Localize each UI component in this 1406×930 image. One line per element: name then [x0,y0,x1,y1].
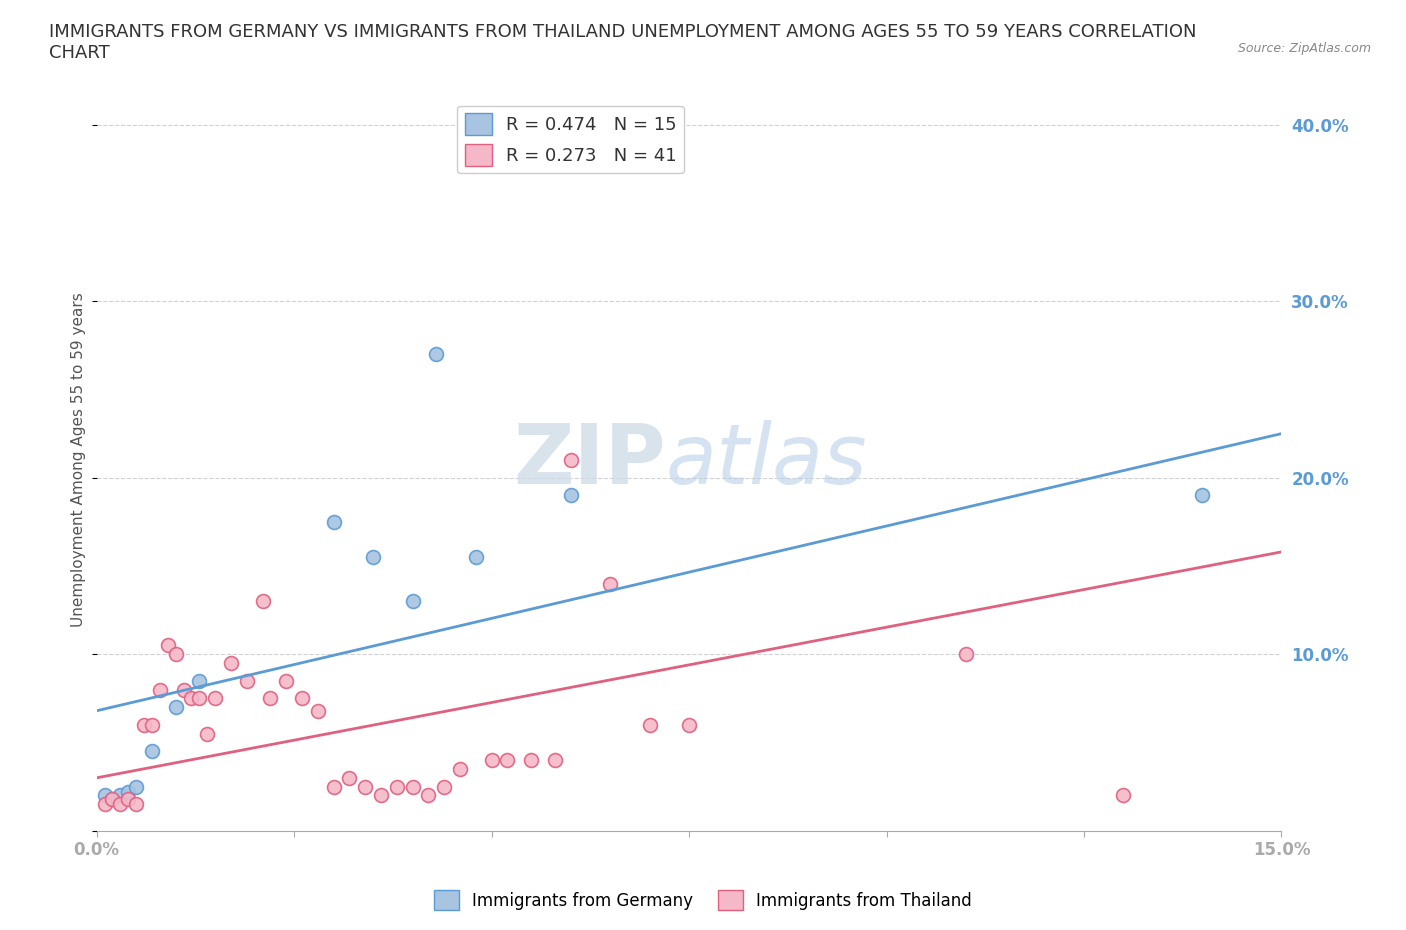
Point [560,488,582,503]
Point [165,699,187,714]
Point [235,673,257,688]
Point [361,550,384,565]
Point [180,691,202,706]
Y-axis label: Unemployment Among Ages 55 to 59 years: Unemployment Among Ages 55 to 59 years [72,293,86,628]
Point [165,647,187,662]
Point [354,779,377,794]
Text: atlas: atlas [665,419,868,500]
Point [259,691,281,706]
Point [544,752,567,767]
Point [195,726,218,741]
Point [496,752,519,767]
Point [125,779,148,794]
Point [141,744,163,759]
Legend: R = 0.474   N = 15, R = 0.273   N = 41: R = 0.474 N = 15, R = 0.273 N = 41 [457,106,683,173]
Point [370,788,392,803]
Point [339,770,361,785]
Point [385,779,408,794]
Point [401,594,423,609]
Point [401,779,423,794]
Point [141,717,163,732]
Point [93,797,115,812]
Point [149,682,172,697]
Point [1191,488,1213,503]
Point [449,762,471,777]
Point [204,691,226,706]
Point [132,717,155,732]
Point [322,779,344,794]
Point [560,453,582,468]
Point [219,656,242,671]
Point [188,673,211,688]
Point [188,691,211,706]
Point [93,788,115,803]
Point [101,791,124,806]
Point [678,717,700,732]
Point [110,797,132,812]
Point [955,647,977,662]
Text: ZIP: ZIP [513,419,665,500]
Point [117,791,139,806]
Point [101,791,124,806]
Point [638,717,661,732]
Point [433,779,456,794]
Point [156,638,179,653]
Point [418,788,440,803]
Point [322,514,344,529]
Point [425,347,447,362]
Text: IMMIGRANTS FROM GERMANY VS IMMIGRANTS FROM THAILAND UNEMPLOYMENT AMONG AGES 55 T: IMMIGRANTS FROM GERMANY VS IMMIGRANTS FR… [49,23,1197,62]
Point [520,752,543,767]
Point [117,785,139,800]
Point [1112,788,1135,803]
Point [173,682,195,697]
Point [481,752,503,767]
Point [291,691,314,706]
Legend: Immigrants from Germany, Immigrants from Thailand: Immigrants from Germany, Immigrants from… [427,884,979,917]
Point [252,594,274,609]
Point [276,673,298,688]
Text: Source: ZipAtlas.com: Source: ZipAtlas.com [1237,42,1371,55]
Point [307,703,329,718]
Point [464,550,486,565]
Point [125,797,148,812]
Point [110,788,132,803]
Point [599,577,621,591]
